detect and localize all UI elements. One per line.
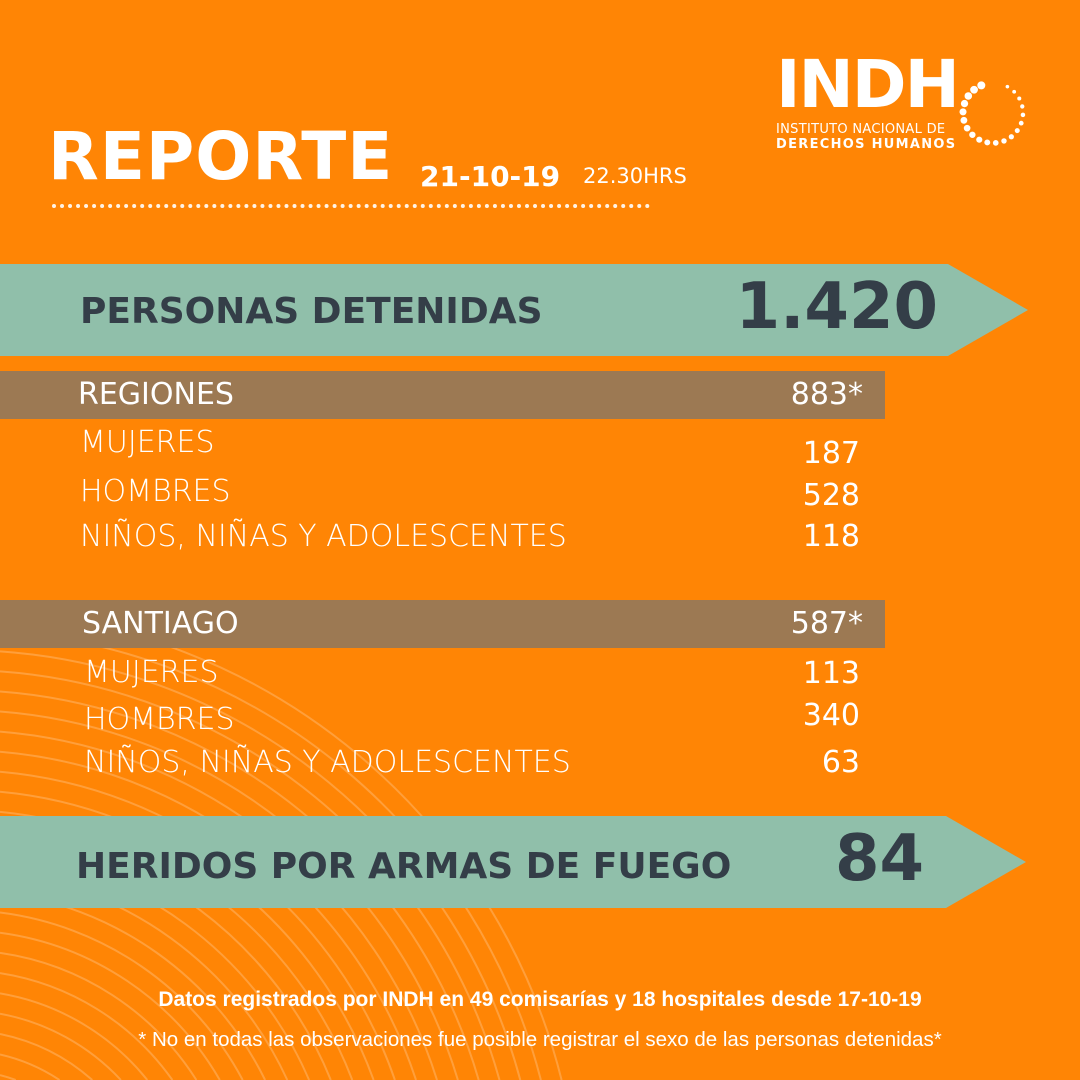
row-value: 63	[821, 745, 860, 780]
category-label: REGIONES	[78, 377, 234, 412]
ring-dot	[960, 99, 969, 108]
arrow-icon	[946, 816, 1026, 908]
ring-dot	[1018, 120, 1024, 126]
arc-line	[0, 1074, 17, 1080]
category-regiones: REGIONES 883*	[0, 371, 885, 419]
ring-dot	[1017, 96, 1022, 101]
detained-label: PERSONAS DETENIDAS	[80, 291, 543, 332]
row-label: NIÑOS, NIÑAS Y ADOLESCENTES	[84, 745, 571, 780]
ring-dot	[984, 139, 991, 146]
logo-acronym: INDH	[776, 46, 960, 123]
ring-dot	[969, 131, 976, 138]
row-label: HOMBRES	[84, 702, 235, 737]
ring-dot	[1001, 138, 1007, 144]
injured-label: HERIDOS POR ARMAS DE FUEGO	[76, 846, 732, 887]
dotted-divider	[52, 204, 650, 208]
arc-line	[0, 650, 522, 1080]
arc-line	[0, 1053, 61, 1080]
row-label: NIÑOS, NIÑAS Y ADOLESCENTES	[80, 519, 567, 554]
ring-dot	[964, 92, 973, 100]
logo-line-2: DERECHOS HUMANOS	[776, 137, 957, 152]
ring-dot	[970, 85, 978, 94]
category-total: 883*	[790, 377, 863, 412]
arrow-icon	[948, 264, 1028, 356]
row-value: 187	[802, 436, 860, 471]
row-label: HOMBRES	[80, 474, 231, 509]
row-value: 528	[802, 478, 860, 513]
row-label: MUJERES	[80, 425, 215, 460]
category-label: SANTIAGO	[82, 606, 239, 641]
ring-dot	[959, 108, 967, 116]
arc-line	[0, 911, 244, 1080]
ring-dot	[1020, 112, 1026, 118]
report-date: 21-10-19	[420, 160, 561, 193]
detained-total: 1.420	[735, 270, 938, 344]
arc-line	[0, 630, 542, 1080]
indh-logo: INDH INSTITUTO NACIONAL DE DERECHOS HUMA…	[776, 46, 960, 153]
ring-dot	[976, 136, 983, 143]
row-value: 113	[802, 656, 860, 691]
arc-line	[0, 951, 198, 1080]
arc-line	[0, 1033, 93, 1080]
arc-line	[0, 670, 501, 1080]
ring-dot	[1005, 84, 1010, 89]
ring-dot	[963, 124, 971, 132]
ring-dot	[1008, 134, 1014, 140]
row-value: 118	[802, 519, 860, 554]
row-value: 340	[802, 698, 860, 733]
footnote: * No en todas las observaciones fue posi…	[138, 1028, 942, 1051]
ring-dot	[977, 81, 986, 90]
category-santiago: SANTIAGO 587*	[0, 600, 885, 648]
report-time: 22.30HRS	[583, 164, 687, 188]
report-title: REPORTE	[48, 118, 394, 195]
detained-banner: PERSONAS DETENIDAS 1.420	[0, 264, 1028, 356]
arc-line	[0, 690, 480, 1080]
arc-line	[0, 972, 174, 1080]
logo-line-1: INSTITUTO NACIONAL DE	[776, 122, 946, 137]
arc-line	[0, 992, 149, 1080]
arc-line	[0, 931, 221, 1080]
injured-total: 84	[834, 822, 924, 896]
category-total: 587*	[790, 606, 863, 641]
ring-dot	[992, 140, 999, 146]
ring-dot	[1012, 89, 1017, 94]
logo-dot-ring-icon	[959, 81, 1026, 146]
source-note: Datos registrados por INDH en 49 comisar…	[158, 988, 922, 1011]
ring-dot	[1020, 104, 1025, 109]
row-label: MUJERES	[84, 655, 219, 690]
ring-dot	[1014, 128, 1020, 134]
ring-dot	[960, 116, 968, 124]
arc-line	[0, 1012, 122, 1080]
injured-banner: HERIDOS POR ARMAS DE FUEGO 84	[0, 816, 1026, 908]
